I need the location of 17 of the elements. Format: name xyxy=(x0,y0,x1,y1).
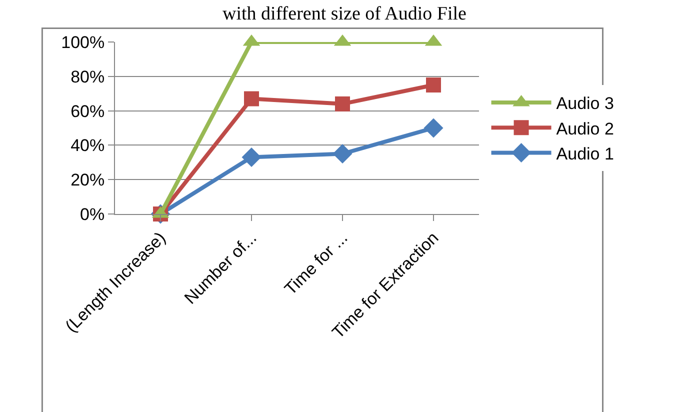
point xyxy=(424,118,444,138)
legend-label: Audio 1 xyxy=(556,144,614,164)
y-tick-label: 0% xyxy=(80,204,105,224)
y-tick-label: 20% xyxy=(70,170,105,190)
y-tick-label: 60% xyxy=(70,102,105,121)
legend-label: Audio 3 xyxy=(556,94,614,114)
x-tick-label: Time for ... xyxy=(280,228,352,299)
legend-label: Audio 2 xyxy=(556,119,614,138)
point xyxy=(426,78,441,92)
chart-title: with different size of Audio File xyxy=(222,3,466,24)
point xyxy=(242,147,262,167)
y-tick-label: 100% xyxy=(61,32,105,52)
point xyxy=(335,96,350,112)
point xyxy=(332,144,352,164)
y-tick-label: 40% xyxy=(70,136,105,156)
point xyxy=(244,91,259,106)
y-tick-label: 80% xyxy=(70,67,105,86)
